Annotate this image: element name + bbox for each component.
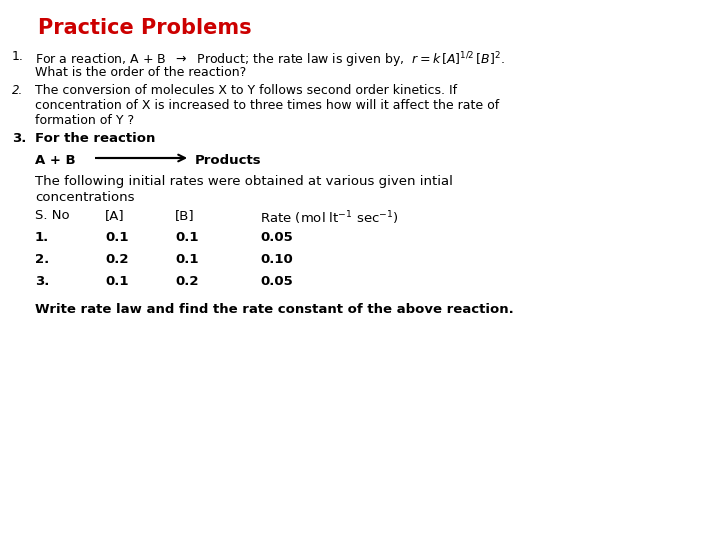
Text: 3.: 3. [12,132,27,145]
Text: 0.10: 0.10 [260,253,293,266]
Text: 2.: 2. [12,84,23,97]
Text: [A]: [A] [105,209,125,222]
Text: Products: Products [195,154,261,167]
Text: 1.: 1. [12,50,24,63]
Text: 0.05: 0.05 [260,231,293,244]
Text: [B]: [B] [175,209,194,222]
Text: 0.2: 0.2 [175,275,199,288]
Text: For a reaction, A + B  $\rightarrow$  Product; the rate law is given by,  $r = k: For a reaction, A + B $\rightarrow$ Prod… [35,50,505,70]
Text: 0.1: 0.1 [105,231,128,244]
Text: 2.: 2. [35,253,49,266]
Text: concentrations: concentrations [35,191,135,204]
Text: For the reaction: For the reaction [35,132,156,145]
Text: S. No: S. No [35,209,70,222]
Text: A + B: A + B [35,154,76,167]
Text: 0.1: 0.1 [105,275,128,288]
Text: 0.1: 0.1 [175,231,199,244]
Text: The following initial rates were obtained at various given intial: The following initial rates were obtaine… [35,175,453,188]
Text: Rate (mol lt$^{-1}$ sec$^{-1}$): Rate (mol lt$^{-1}$ sec$^{-1}$) [260,209,399,227]
Text: Write rate law and find the rate constant of the above reaction.: Write rate law and find the rate constan… [35,303,514,316]
Text: 0.1: 0.1 [175,253,199,266]
Text: 0.05: 0.05 [260,275,293,288]
Text: 1.: 1. [35,231,49,244]
Text: 3.: 3. [35,275,50,288]
Text: What is the order of the reaction?: What is the order of the reaction? [35,66,246,79]
Text: 0.2: 0.2 [105,253,128,266]
Text: The conversion of molecules X to Y follows second order kinetics. If: The conversion of molecules X to Y follo… [35,84,457,97]
Text: formation of Y ?: formation of Y ? [35,114,134,127]
Text: concentration of X is increased to three times how will it affect the rate of: concentration of X is increased to three… [35,99,499,112]
Text: Practice Problems: Practice Problems [38,18,251,38]
